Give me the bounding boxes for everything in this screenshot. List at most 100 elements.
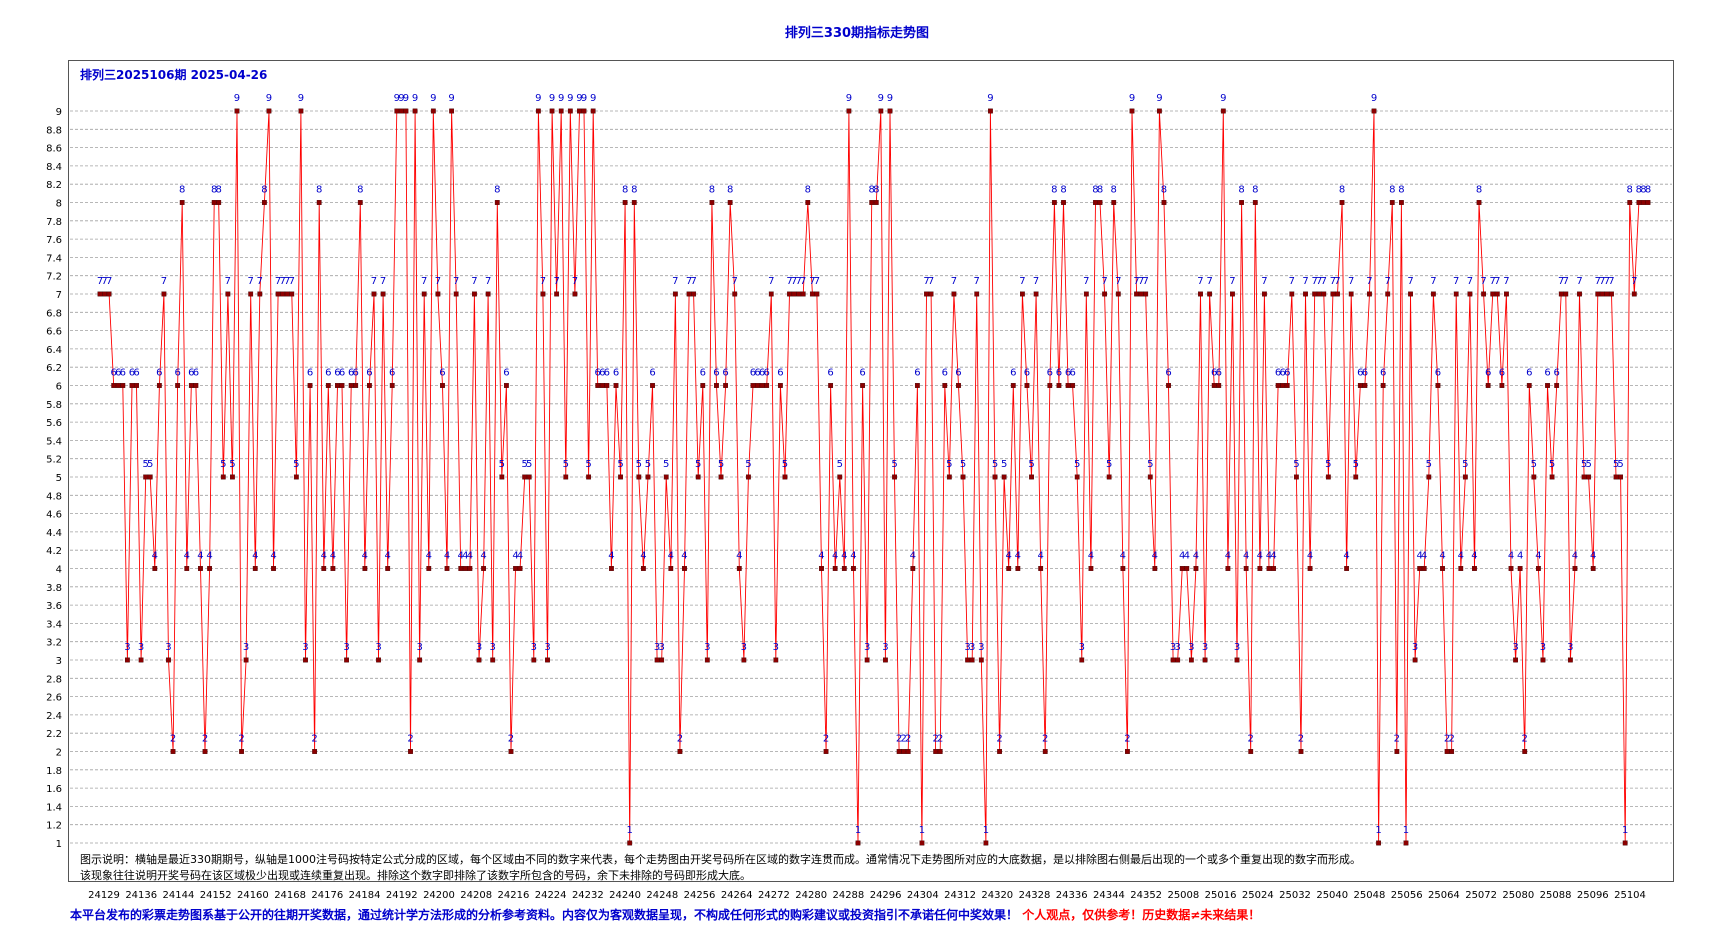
data-label: 3 <box>490 642 496 653</box>
data-point <box>1230 291 1235 297</box>
data-point <box>1325 474 1331 480</box>
data-point <box>453 291 459 297</box>
data-label: 8 <box>1161 185 1167 196</box>
data-label: 8 <box>357 185 363 196</box>
data-label: 5 <box>617 459 623 470</box>
data-point <box>650 383 655 388</box>
data-point <box>878 108 884 114</box>
data-point <box>321 566 327 571</box>
data-point <box>325 383 331 388</box>
data-point <box>1152 566 1158 571</box>
data-label: 8 <box>727 185 733 196</box>
data-point <box>1020 291 1025 297</box>
data-point <box>1243 566 1249 571</box>
data-label: 3 <box>124 642 130 653</box>
disclaimer-red-text: 个人观点，仅供参考！历史数据≠未来结果！ <box>1022 908 1261 922</box>
data-point <box>928 291 934 297</box>
explanation-line-2: 该现象往往说明开奖号码在该区域极少出现或连续重复出现。排除这个数字即排除了该数字… <box>80 869 751 882</box>
data-point <box>1134 291 1139 297</box>
data-point <box>558 108 564 114</box>
y-tick-label: 5.4 <box>46 436 62 447</box>
data-label: 3 <box>1079 642 1085 653</box>
data-point <box>166 657 171 663</box>
data-label: 6 <box>1544 368 1550 379</box>
data-label: 4 <box>480 551 486 562</box>
x-tick-label: 24240 <box>609 890 641 901</box>
data-label: 9 <box>1156 93 1162 104</box>
data-point <box>1321 291 1327 297</box>
data-label: 5 <box>782 459 788 470</box>
data-label: 3 <box>654 642 660 653</box>
data-label: 9 <box>987 93 993 104</box>
data-label: 8 <box>211 185 217 196</box>
data-point <box>1088 566 1094 571</box>
data-label: 7 <box>1348 276 1354 287</box>
x-tick-label: 24304 <box>907 890 939 901</box>
data-point <box>1239 200 1244 205</box>
data-point <box>1531 474 1537 480</box>
data-point <box>257 291 263 297</box>
data-point <box>531 657 537 663</box>
data-label: 4 <box>330 551 336 562</box>
data-point <box>1193 566 1199 571</box>
data-label: 5 <box>147 459 153 470</box>
data-label: 7 <box>1330 276 1336 287</box>
data-label: 7 <box>1334 276 1340 287</box>
data-point <box>380 291 386 297</box>
data-label: 7 <box>1197 276 1203 287</box>
y-tick-label: 1.4 <box>46 802 62 813</box>
data-label: 5 <box>229 459 235 470</box>
data-point <box>367 383 372 388</box>
data-point <box>1458 566 1464 571</box>
data-point <box>933 749 939 754</box>
data-point <box>289 291 295 297</box>
data-label: 7 <box>1289 276 1295 287</box>
x-tick-label: 24288 <box>832 890 864 901</box>
data-label: 7 <box>786 276 792 287</box>
data-point <box>517 566 523 571</box>
x-tick-label: 24192 <box>386 890 418 901</box>
data-label: 7 <box>553 276 559 287</box>
data-label: 4 <box>1307 551 1313 562</box>
data-point <box>892 474 897 480</box>
data-label: 7 <box>1019 276 1025 287</box>
data-label: 4 <box>206 551 212 562</box>
data-label: 3 <box>1170 642 1176 653</box>
data-label: 5 <box>695 459 701 470</box>
data-point <box>179 200 185 205</box>
data-label: 7 <box>1229 276 1235 287</box>
data-point <box>969 657 975 663</box>
data-point <box>202 749 208 754</box>
data-point <box>508 749 514 754</box>
data-point <box>691 291 697 297</box>
x-tick-label: 24176 <box>311 890 343 901</box>
data-point <box>1536 566 1541 571</box>
data-point <box>1526 383 1532 388</box>
data-point <box>1166 383 1171 388</box>
data-point <box>1453 291 1459 297</box>
data-point <box>376 657 381 663</box>
chart-explanation: 图示说明：横轴是最近330期期号，纵轴是1000注号码按特定公式分成的区域，每个… <box>80 852 1660 884</box>
data-label: 3 <box>741 642 747 653</box>
data-label: 8 <box>709 185 715 196</box>
data-point <box>1093 200 1098 205</box>
data-point <box>1120 566 1126 571</box>
data-label: 3 <box>375 642 381 653</box>
data-point <box>668 566 674 571</box>
data-point <box>764 383 770 388</box>
data-label: 5 <box>636 459 642 470</box>
data-point <box>1257 566 1263 571</box>
data-point <box>1472 566 1477 571</box>
data-label: 6 <box>1056 368 1062 379</box>
data-label: 6 <box>1553 368 1559 379</box>
data-label: 5 <box>1028 459 1034 470</box>
data-label: 6 <box>1284 368 1290 379</box>
data-label: 3 <box>773 642 779 653</box>
data-point <box>1540 657 1546 663</box>
data-point <box>837 474 843 480</box>
data-point <box>1006 566 1012 571</box>
data-label: 4 <box>608 551 614 562</box>
y-tick-label: 1 <box>56 839 62 850</box>
data-point <box>1412 657 1418 663</box>
